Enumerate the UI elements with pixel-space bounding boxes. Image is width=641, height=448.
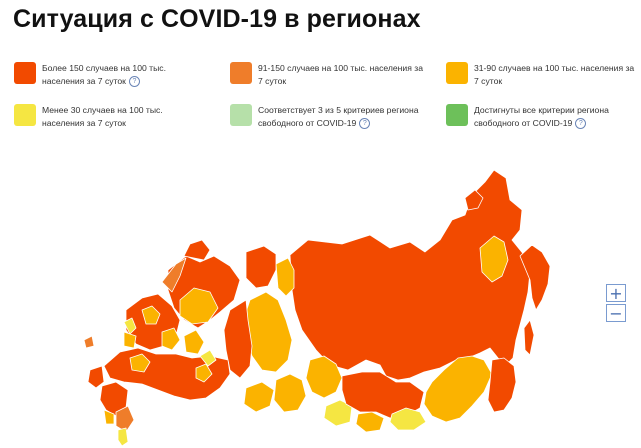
help-icon[interactable]: ? <box>575 117 587 129</box>
map-region[interactable] <box>161 327 181 351</box>
legend-item-over-150: Более 150 случаев на 100 тыс. населения … <box>14 62 204 88</box>
zoom-controls: + − <box>606 284 628 324</box>
help-icon[interactable]: ? <box>359 117 371 129</box>
map-region[interactable] <box>275 257 295 297</box>
legend-item-3-of-5-criteria: Соответствует 3 из 5 критериев региона с… <box>230 104 420 130</box>
map-region[interactable] <box>83 335 95 349</box>
legend-label: Менее 30 случаев на 100 тыс. населения з… <box>42 105 163 128</box>
map-region[interactable] <box>289 169 531 381</box>
help-icon[interactable]: ? <box>128 75 140 87</box>
zoom-in-button[interactable]: + <box>606 284 626 302</box>
map-region[interactable] <box>487 357 517 413</box>
map-region[interactable] <box>479 235 509 283</box>
legend-swatch <box>230 62 252 84</box>
map-region[interactable] <box>141 305 161 325</box>
map-region[interactable] <box>464 189 484 211</box>
map-region[interactable] <box>195 363 213 383</box>
legend: Более 150 случаев на 100 тыс. населения … <box>14 62 634 132</box>
map-region[interactable] <box>129 353 151 373</box>
map-region[interactable] <box>223 299 253 379</box>
legend-swatch <box>230 104 252 126</box>
legend-label: 31-90 случаев на 100 тыс. населения за 7… <box>474 63 635 86</box>
legend-item-all-criteria: Достигнуты все критерии региона свободно… <box>446 104 636 130</box>
map-region[interactable] <box>245 245 277 289</box>
map-region[interactable] <box>179 287 219 325</box>
legend-label: 91-150 случаев на 100 тыс. населения за … <box>258 63 423 86</box>
map-region[interactable] <box>389 407 427 431</box>
legend-swatch <box>14 62 36 84</box>
legend-swatch <box>14 104 36 126</box>
map-region[interactable] <box>115 405 135 433</box>
map-region[interactable] <box>117 427 129 447</box>
map-region[interactable] <box>519 244 551 311</box>
map-region[interactable] <box>199 349 217 367</box>
map-region[interactable] <box>355 411 385 433</box>
legend-item-91-150: 91-150 случаев на 100 тыс. населения за … <box>230 62 423 88</box>
map-region[interactable] <box>183 329 205 355</box>
map-region[interactable] <box>423 355 493 423</box>
russia-regions-map[interactable] <box>80 160 580 448</box>
legend-label: Соответствует 3 из 5 критериев региона с… <box>258 105 419 128</box>
map-region[interactable] <box>243 291 293 373</box>
map-region[interactable] <box>273 373 307 413</box>
page-title: Ситуация с COVID-19 в регионах <box>13 5 421 33</box>
legend-swatch <box>446 62 468 84</box>
map-region[interactable] <box>523 319 535 356</box>
map-region[interactable] <box>183 239 211 261</box>
map-region[interactable] <box>123 331 137 349</box>
map-region[interactable] <box>87 365 105 389</box>
map-region[interactable] <box>103 409 115 425</box>
legend-label: Более 150 случаев на 100 тыс. населения … <box>42 63 166 86</box>
map-region[interactable] <box>161 257 187 293</box>
legend-swatch <box>446 104 468 126</box>
map-region[interactable] <box>323 399 353 427</box>
map-region[interactable] <box>243 381 275 413</box>
zoom-out-button[interactable]: − <box>606 304 626 322</box>
map-region[interactable] <box>305 355 343 399</box>
map-region[interactable] <box>123 317 137 335</box>
legend-label: Достигнуты все критерии региона свободно… <box>474 105 609 128</box>
legend-item-31-90: 31-90 случаев на 100 тыс. населения за 7… <box>446 62 636 88</box>
legend-item-under-30: Менее 30 случаев на 100 тыс. населения з… <box>14 104 204 130</box>
